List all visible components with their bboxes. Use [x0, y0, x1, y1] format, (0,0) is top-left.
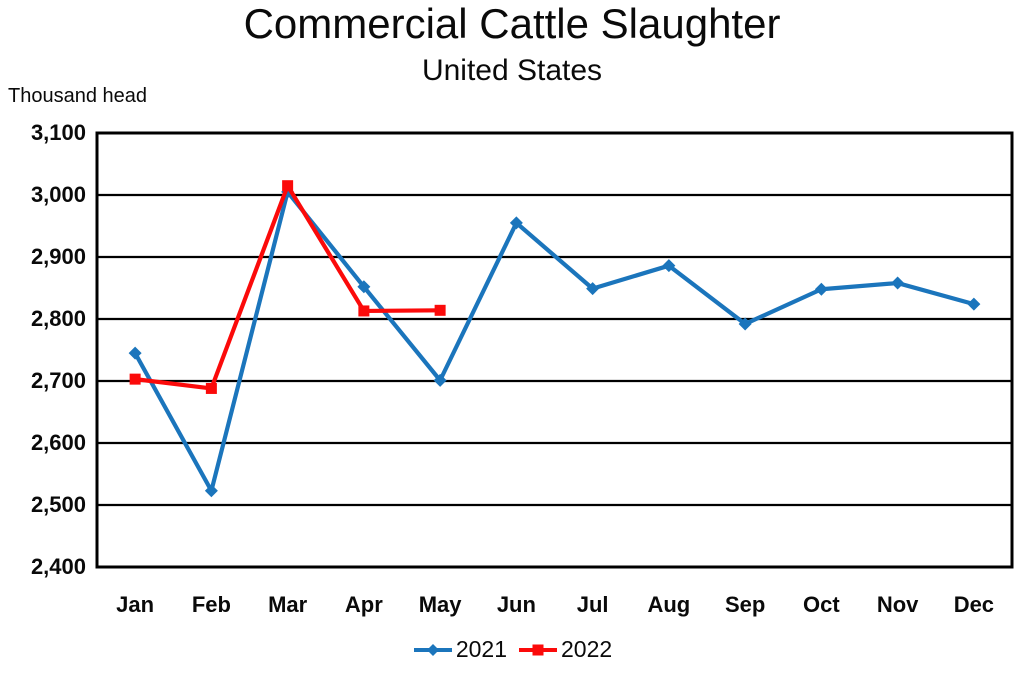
y-tick-label: 3,000	[30, 182, 86, 207]
x-tick-label-may: May	[418, 592, 462, 617]
y-tick-label: 2,700	[30, 368, 86, 393]
data-point-2022-Mar	[282, 180, 294, 192]
chart-legend: 2021 2022	[0, 636, 1024, 663]
data-point-2021-Jun	[509, 216, 523, 230]
x-tick-label-aug: Aug	[647, 592, 691, 617]
x-tick-label-apr: Apr	[344, 592, 383, 617]
legend-marker-diamond-icon	[413, 643, 452, 656]
data-point-2021-Nov	[891, 276, 905, 290]
y-tick-label: 2,600	[30, 430, 86, 455]
data-point-2022-Jan	[129, 373, 141, 385]
data-point-2021-Sep	[738, 317, 752, 331]
data-point-2021-Oct	[814, 282, 828, 296]
y-tick-label: 2,800	[30, 306, 86, 331]
x-tick-label-feb: Feb	[191, 592, 231, 617]
y-tick-label: 2,500	[30, 492, 86, 517]
series-line-2022	[133, 183, 443, 391]
x-tick-label-jul: Jul	[576, 592, 609, 617]
data-point-2021-Feb	[204, 484, 218, 498]
chart-title: Commercial Cattle Slaughter	[243, 0, 781, 47]
legend-label-2021: 2021	[455, 636, 507, 662]
y-tick-label: 3,100	[30, 120, 86, 145]
x-tick-label-dec: Dec	[953, 592, 995, 617]
series-line-2021	[133, 189, 976, 493]
data-point-2022-May	[434, 304, 446, 316]
data-point-2022-Apr	[358, 305, 370, 317]
legend-marker-square-icon	[519, 644, 557, 655]
data-point-2021-Aug	[662, 259, 676, 273]
x-tick-label-oct: Oct	[803, 592, 840, 617]
y-tick-label: 2,400	[30, 554, 86, 579]
x-tick-label-jun: Jun	[496, 592, 536, 617]
legend-label-2022: 2022	[561, 636, 613, 662]
data-point-2022-Feb	[205, 382, 217, 394]
data-point-2021-Jan	[128, 346, 142, 360]
legend-item-2021: 2021	[412, 636, 507, 663]
data-point-2021-May	[433, 373, 447, 387]
data-point-2021-Jul	[586, 282, 600, 296]
data-point-2021-Dec	[967, 297, 981, 311]
plot-border	[95, 131, 1014, 569]
y-tick-label: 2,900	[30, 244, 86, 269]
y-axis-units-label: Thousand head	[8, 85, 148, 107]
x-tick-label-mar: Mar	[268, 592, 308, 617]
x-tick-label-sep: Sep	[724, 592, 766, 617]
legend-item-2022: 2022	[517, 636, 612, 663]
chart-subtitle: United States	[421, 54, 603, 87]
x-tick-label-nov: Nov	[876, 592, 919, 617]
x-tick-label-jan: Jan	[116, 592, 155, 617]
data-point-2021-Apr	[357, 280, 371, 294]
